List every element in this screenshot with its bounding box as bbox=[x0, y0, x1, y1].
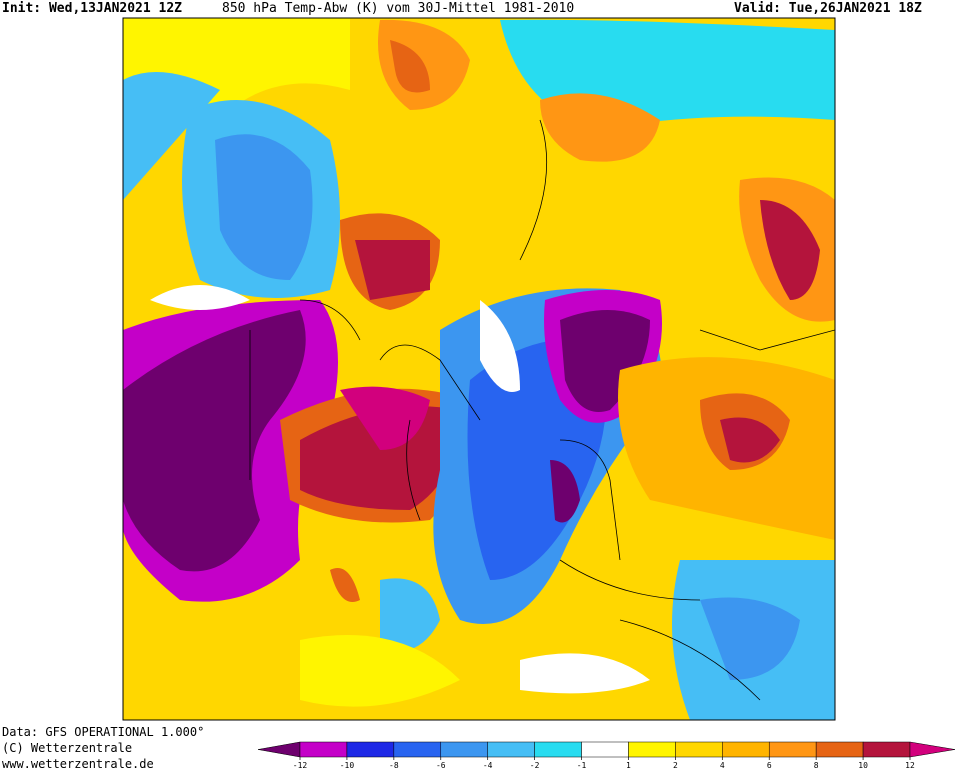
colorbar-tick-label: 8 bbox=[814, 761, 819, 770]
colorbar-tick-label: 1 bbox=[626, 761, 631, 770]
map-frame bbox=[122, 17, 836, 721]
valid-text: Valid: Tue,26JAN2021 18Z bbox=[734, 1, 922, 16]
colorbar-tick-label: 2 bbox=[673, 761, 678, 770]
data-source: Data: GFS OPERATIONAL 1.000° bbox=[2, 725, 204, 739]
colorbar-arrow bbox=[257, 741, 301, 758]
colorbar-segment bbox=[768, 741, 817, 758]
colorbar-tick-label: 12 bbox=[905, 761, 915, 770]
colorbar-segment bbox=[862, 741, 911, 758]
colorbar-segment bbox=[722, 741, 770, 758]
colorbar-tick-label: -10 bbox=[340, 761, 355, 770]
colorbar-tick-label: -6 bbox=[436, 761, 446, 770]
colorbar-tick-label: 10 bbox=[858, 761, 868, 770]
colorbar-segment bbox=[393, 741, 442, 758]
colorbar-arrow bbox=[909, 741, 956, 758]
colorbar-tick-label: 6 bbox=[767, 761, 772, 770]
init-text: Init: Wed,13JAN2021 12Z bbox=[2, 1, 182, 16]
map-field bbox=[123, 18, 835, 720]
colorbar-segment bbox=[346, 741, 395, 758]
colorbar-segment bbox=[628, 741, 676, 758]
colorbar-segment bbox=[487, 741, 535, 758]
url: www.wetterzentrale.de bbox=[2, 757, 154, 771]
copyright: (C) Wetterzentrale bbox=[2, 741, 132, 755]
colorbar-segment bbox=[534, 741, 582, 758]
colorbar-segment bbox=[675, 741, 723, 758]
colorbar-tick-label: -2 bbox=[530, 761, 540, 770]
colorbar-segment bbox=[581, 741, 629, 758]
colorbar-segment bbox=[815, 741, 864, 758]
colorbar-tick-label: 4 bbox=[720, 761, 725, 770]
colorbar-segment bbox=[299, 741, 348, 758]
colorbar-tick-label: -1 bbox=[577, 761, 587, 770]
colorbar-tick-label: -8 bbox=[389, 761, 399, 770]
colorbar-segment bbox=[440, 741, 488, 758]
colorbar-tick-label: -12 bbox=[293, 761, 308, 770]
map-title: 850 hPa Temp-Abw (K) vom 30J-Mittel 1981… bbox=[222, 1, 574, 16]
colorbar-tick-label: -4 bbox=[483, 761, 493, 770]
